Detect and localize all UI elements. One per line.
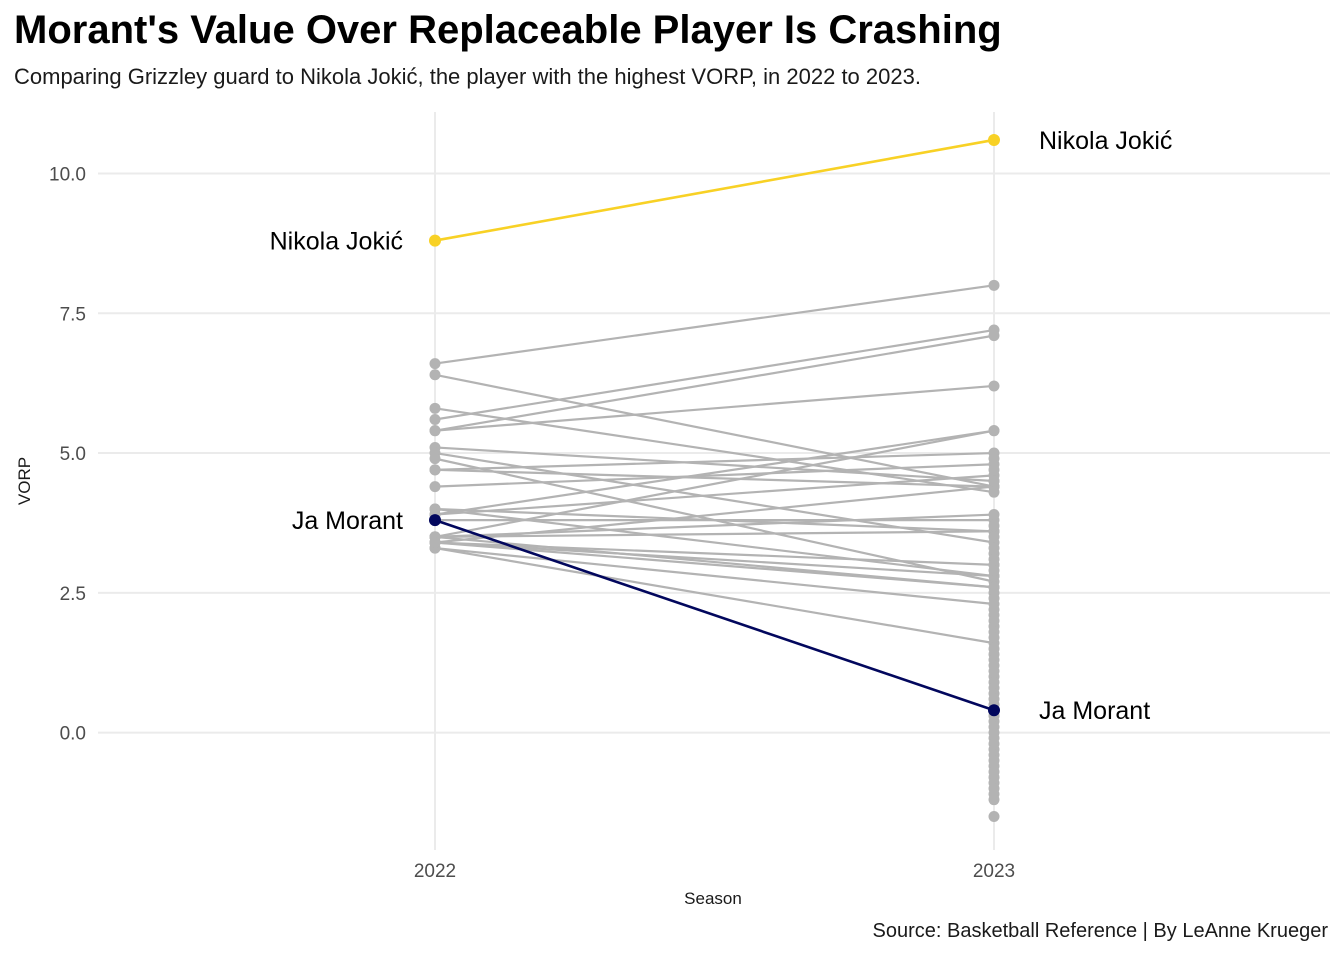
jokic-point [429, 234, 441, 247]
data-point [429, 537, 441, 548]
series-line [434, 535, 995, 589]
y-axis-title: VORP [15, 457, 34, 505]
data-point [988, 509, 1000, 521]
data-point [429, 453, 441, 465]
grid-lines [98, 112, 1330, 850]
series-line [434, 328, 995, 421]
data-point [988, 464, 1000, 476]
y-tick-label: 5.0 [60, 444, 86, 465]
axes: 0.0 2.5 5.0 7.5 10.0 2022 2023 Season VORP [15, 165, 1015, 909]
data-point [988, 810, 1000, 822]
data-point [988, 425, 1000, 437]
series-line [434, 373, 995, 488]
x-tick-label: 2022 [414, 861, 456, 882]
y-tick-label: 0.0 [60, 724, 86, 745]
data-point [988, 279, 1000, 291]
morant-series-line [434, 518, 995, 712]
data-point [988, 794, 1000, 806]
series-annotations: Nikola Jokić Nikola Jokić Ja Morant Ja Mora… [270, 127, 1173, 725]
highlighted-series [429, 133, 1000, 717]
data-point [988, 475, 1000, 487]
jokic-series-line [434, 138, 995, 242]
data-point [429, 414, 441, 425]
annotation-label: Ja Morant [292, 507, 403, 535]
data-point [429, 369, 441, 381]
series-line [434, 334, 995, 432]
y-tick-label: 2.5 [60, 584, 86, 605]
data-point [988, 564, 1000, 576]
data-point [429, 464, 441, 476]
series-line [434, 530, 995, 539]
series-line [434, 541, 995, 578]
series-line [434, 485, 995, 544]
data-point [429, 358, 441, 370]
data-point [429, 402, 441, 414]
annotation-label: Nikola Jokić [270, 228, 403, 256]
data-point [429, 481, 441, 493]
series-line [434, 451, 995, 471]
data-point [988, 330, 1000, 342]
source-caption: Source: Basketball Reference | By LeAnne… [872, 920, 1328, 942]
annotation-label: Nikola Jokić [1039, 127, 1172, 155]
data-point [988, 380, 1000, 392]
data-point [988, 520, 1000, 532]
series-line [434, 468, 995, 488]
series-line [434, 407, 995, 494]
data-point [988, 453, 1000, 465]
morant-point [429, 514, 441, 527]
data-point [988, 592, 1000, 604]
jokic-point [988, 133, 1000, 146]
x-tick-label: 2023 [973, 861, 1015, 882]
x-axis-title: Season [684, 889, 742, 908]
data-point [988, 632, 1000, 644]
series-line [434, 474, 995, 516]
data-point [429, 425, 441, 437]
background-series-lines [434, 284, 995, 645]
y-tick-label: 10.0 [49, 165, 86, 186]
series-line [434, 384, 995, 432]
series-line [434, 284, 995, 365]
series-line [434, 429, 995, 538]
series-line [434, 546, 995, 606]
series-line [434, 446, 995, 483]
series-line [434, 429, 995, 516]
morant-point [988, 704, 1000, 717]
series-line [434, 463, 995, 488]
background-series-points [429, 279, 1000, 822]
series-line [434, 547, 995, 645]
annotation-label: Ja Morant [1039, 697, 1150, 725]
chart-subtitle: Comparing Grizzley guard to Nikola Jokić… [14, 64, 921, 89]
y-tick-label: 7.5 [60, 304, 86, 325]
chart-title: Morant's Value Over Replaceable Player I… [14, 8, 1002, 52]
data-point [988, 531, 1000, 543]
